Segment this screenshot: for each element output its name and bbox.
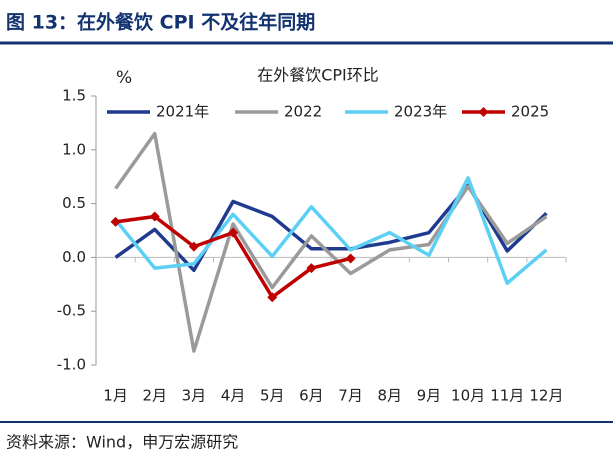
chart-title: 在外餐饮CPI环比 — [257, 66, 379, 85]
series-line — [114, 176, 548, 285]
x-tick-label: 9月 — [417, 387, 442, 405]
series-marker — [149, 211, 160, 222]
y-tick-label: -1.0 — [57, 356, 86, 374]
x-tick-label: 2月 — [142, 387, 167, 405]
y-tick-label: 0.5 — [62, 194, 86, 212]
legend-label: 2021年 — [156, 103, 209, 121]
x-tick-label: 3月 — [182, 387, 207, 405]
series-marker — [110, 216, 121, 227]
x-tick-label: 5月 — [260, 387, 285, 405]
x-tick-label: 10月 — [451, 387, 485, 405]
y-tick-label: 1.0 — [62, 140, 86, 158]
y-unit: % — [116, 68, 132, 88]
series-marker — [267, 292, 278, 303]
x-tick-label: 8月 — [377, 387, 402, 405]
y-tick-label: 0.0 — [62, 248, 86, 266]
source: 资料来源：Wind，申万宏源研究 — [6, 433, 238, 452]
y-tick-label: -0.5 — [57, 302, 86, 320]
x-tick-label: 6月 — [299, 387, 324, 405]
x-tick-label: 7月 — [338, 387, 363, 405]
heading: 图 13：在外餐饮 CPI 不及往年同期 — [6, 11, 315, 34]
legend-label: 2022 — [284, 103, 322, 121]
series-line — [114, 131, 548, 353]
series-marker — [228, 227, 239, 238]
series-marker — [306, 263, 317, 274]
x-tick-label: 1月 — [103, 387, 128, 405]
legend-label: 2023年 — [394, 103, 447, 121]
legend-label: 2025 — [511, 103, 549, 121]
x-tick-label: 4月 — [221, 387, 246, 405]
y-tick-label: 1.5 — [62, 87, 86, 105]
x-tick-label: 12月 — [529, 387, 563, 405]
series-marker — [188, 241, 199, 252]
series-marker — [345, 253, 356, 264]
legend-marker — [478, 107, 489, 117]
x-tick-label: 11月 — [490, 387, 524, 405]
